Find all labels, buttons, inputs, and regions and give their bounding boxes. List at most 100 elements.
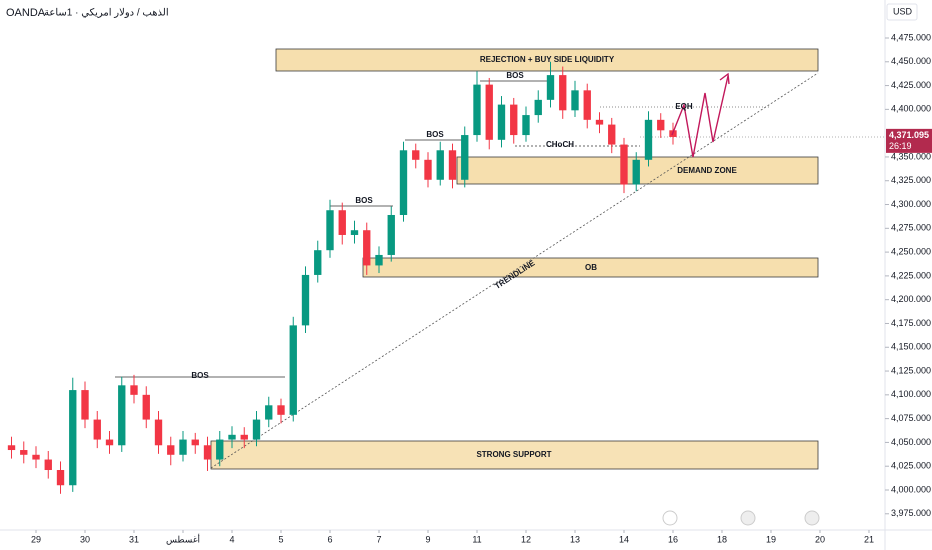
y-tick-label: 4,175.000: [891, 318, 931, 328]
unit: USD: [893, 6, 913, 16]
candle-body: [375, 254, 383, 266]
candle-body: [326, 210, 334, 251]
candle-body: [497, 104, 506, 140]
projection-arrow: [719, 72, 730, 85]
x-tick-label: 14: [619, 534, 629, 544]
bos-label: BOS: [506, 71, 524, 80]
x-tick-label: 18: [717, 534, 727, 544]
candle-body: [608, 124, 616, 145]
candle-body: [522, 115, 530, 136]
candle-body: [216, 439, 224, 460]
bos-label: BOS: [355, 196, 373, 205]
symbol: الذهب / دولار امريكي · 1ساعة: [44, 8, 169, 19]
y-tick-label: 4,450.000: [891, 56, 931, 66]
x-tick-label: 12: [521, 534, 531, 544]
candle-body: [559, 75, 567, 111]
candle-body: [657, 119, 665, 131]
candle-body: [301, 274, 310, 326]
y-tick-label: 4,250.000: [891, 246, 931, 256]
y-tick-label: 4,200.000: [891, 294, 931, 304]
x-tick-label: 30: [80, 534, 90, 544]
last-price: 4,371.095: [889, 130, 929, 140]
x-tick-label: أغسطس: [166, 532, 200, 545]
candle-body: [252, 419, 261, 440]
zone: [210, 440, 819, 470]
bos-label: BOS: [426, 130, 444, 139]
candles: [7, 61, 677, 494]
projection: [671, 75, 729, 158]
x-tick-label: 29: [31, 534, 41, 544]
y-tick-label: 3,975.000: [891, 508, 931, 518]
x-tick-label: 21: [864, 534, 874, 544]
zone-label: OB: [585, 263, 597, 272]
price-axis: [885, 0, 932, 550]
x-tick-label: 11: [472, 534, 481, 544]
candle-body: [44, 459, 52, 471]
y-tick-label: 4,225.000: [891, 270, 931, 280]
candle-body: [363, 230, 371, 266]
zone-label: REJECTION + BUY SIDE LIQUIDITY: [480, 55, 615, 64]
candle-body: [620, 144, 628, 185]
event-icon[interactable]: [740, 510, 756, 526]
candle-body: [436, 150, 444, 180]
last-price-box: [886, 128, 932, 153]
y-tick-label: 4,400.000: [891, 104, 931, 114]
candle-body: [583, 90, 591, 120]
candle-body: [203, 445, 212, 460]
y-tick-label: 4,125.000: [891, 365, 931, 375]
y-tick-label: 4,275.000: [891, 223, 931, 233]
candle-body: [93, 419, 101, 440]
eqh-label: EQH: [675, 102, 693, 111]
candle-body: [448, 150, 457, 180]
y-tick-label: 4,325.000: [891, 175, 931, 185]
event-icon[interactable]: [804, 510, 820, 526]
countdown: 26:19: [889, 141, 912, 151]
choch-label: CHoCH: [546, 140, 574, 149]
x-tick-label: 13: [570, 534, 580, 544]
candle-body: [387, 214, 395, 255]
candle-body: [20, 450, 28, 455]
candle-body: [7, 445, 16, 451]
candle-body: [32, 454, 40, 460]
x-tick-label: 5: [278, 534, 283, 544]
y-tick-label: 4,300.000: [891, 199, 931, 209]
candle-body: [69, 390, 77, 486]
candle-body: [289, 325, 297, 415]
candle-body: [412, 150, 420, 160]
candle-body: [118, 385, 126, 446]
y-tick-label: 4,075.000: [891, 413, 931, 423]
candle-body: [644, 119, 653, 160]
candle-body: [228, 434, 236, 440]
candle-body: [81, 390, 89, 420]
candle-body: [179, 439, 187, 455]
candle-body: [546, 75, 555, 100]
candle-body: [534, 99, 542, 116]
x-tick-label: 16: [668, 534, 678, 544]
candle-body: [350, 230, 359, 235]
event-icon[interactable]: [662, 510, 678, 526]
zone: [275, 48, 819, 72]
x-tick-label: 4: [229, 534, 234, 544]
candle-body: [167, 445, 175, 455]
unit-box: [886, 3, 918, 21]
candle-body: [265, 405, 273, 420]
zone: [362, 257, 819, 278]
x-tick-label: 31: [129, 534, 139, 544]
candle-body: [130, 385, 138, 395]
candle-body: [56, 470, 65, 486]
y-tick-label: 4,000.000: [891, 484, 931, 494]
x-tick-label: 19: [766, 534, 776, 544]
candle-body: [240, 434, 248, 440]
x-tick-label: 7: [376, 534, 381, 544]
candle-body: [399, 150, 408, 215]
zone-label: DEMAND ZONE: [677, 166, 737, 175]
candle-body: [632, 159, 640, 185]
bos-label: BOS: [191, 371, 209, 380]
candle-body: [424, 159, 432, 180]
trendline: [210, 72, 819, 469]
candle-body: [277, 405, 285, 415]
candle-body: [314, 250, 322, 275]
candle-body: [338, 210, 346, 235]
broker: OANDA: [6, 7, 46, 19]
